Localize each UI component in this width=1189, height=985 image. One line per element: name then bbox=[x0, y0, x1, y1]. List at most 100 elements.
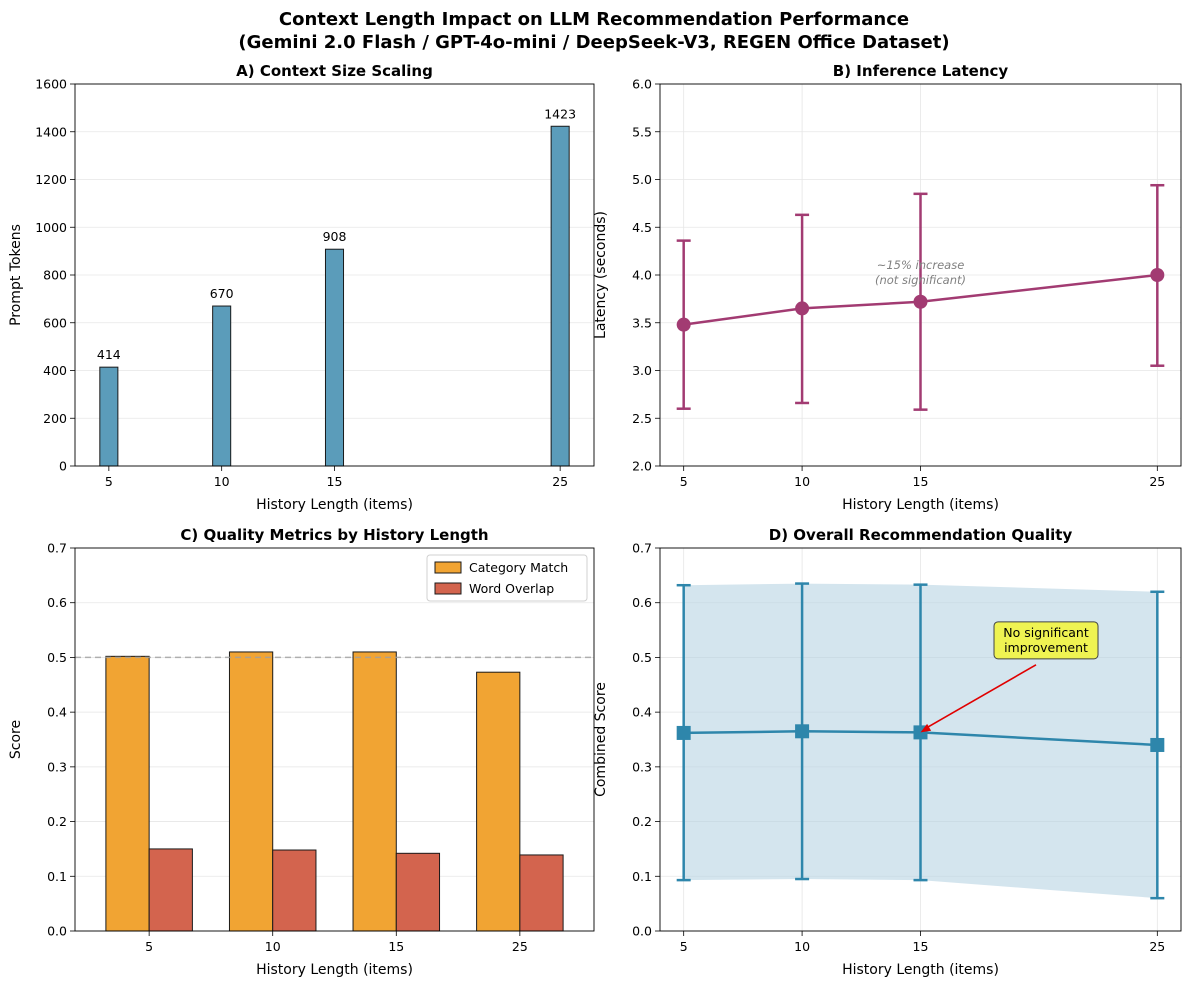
data-label: 414 bbox=[97, 347, 121, 362]
y-tick-label: 4.0 bbox=[632, 268, 652, 283]
panel-title: A) Context Size Scaling bbox=[236, 62, 433, 80]
bar bbox=[324, 248, 345, 467]
y-tick-label: 0.5 bbox=[47, 650, 67, 665]
legend-box bbox=[426, 554, 588, 602]
y-tick-label: 0.5 bbox=[632, 650, 652, 665]
x-tick-label: 10 bbox=[794, 939, 810, 954]
y-tick-label: 4.5 bbox=[632, 220, 652, 235]
y-tick-label: 5.0 bbox=[632, 172, 652, 187]
x-tick-label: 25 bbox=[1149, 474, 1165, 489]
legend-label: Word Overlap bbox=[469, 581, 554, 596]
legend-swatch bbox=[434, 582, 462, 595]
category-match-bar bbox=[228, 651, 274, 932]
combined-score-point bbox=[1150, 737, 1165, 752]
y-tick-label: 0.4 bbox=[47, 705, 67, 720]
x-tick-label: 15 bbox=[913, 474, 929, 489]
y-tick-label: 0.7 bbox=[632, 541, 652, 556]
x-tick-label: 25 bbox=[552, 474, 568, 489]
x-tick-label: 5 bbox=[105, 474, 113, 489]
figure-title-line2: (Gemini 2.0 Flash / GPT-4o-mini / DeepSe… bbox=[238, 32, 949, 53]
data-label: 1423 bbox=[544, 106, 576, 121]
x-tick-label: 15 bbox=[388, 939, 404, 954]
y-tick-label: 1600 bbox=[35, 77, 67, 92]
y-tick-label: 5.5 bbox=[632, 124, 652, 139]
panel-D: 0.0 0.1 0.2 0.3 0.4 0.5 0.6 0.7 No significantim… bbox=[593, 526, 1182, 978]
panel-C: 0.0 0.1 0.2 0.3 0.4 0.5 0.6 0.7 5 10 15 25 C) Qualit… bbox=[8, 526, 595, 978]
panel-title: C) Quality Metrics by History Length bbox=[180, 526, 488, 544]
category-match-bar bbox=[352, 651, 397, 932]
annotation-arrowhead bbox=[920, 723, 932, 733]
y-tick-label: 0 bbox=[59, 459, 67, 474]
annotation-line1: No significant bbox=[1003, 625, 1089, 640]
axes-frame bbox=[74, 83, 595, 467]
annotation-arrow bbox=[925, 664, 1037, 730]
x-tick-label: 5 bbox=[680, 939, 688, 954]
word-overlap-bar bbox=[148, 848, 193, 932]
panel-B: 2.0 2.5 3.0 3.5 4.0 4.5 5.0 5.5 6.0 ~15% increase… bbox=[593, 62, 1182, 513]
latency-point bbox=[913, 294, 928, 309]
x-tick-label: 15 bbox=[327, 474, 343, 489]
axes-frame bbox=[74, 547, 595, 932]
annotation-box bbox=[993, 621, 1099, 660]
data-label: 908 bbox=[323, 229, 347, 244]
y-tick-label: 0.6 bbox=[632, 595, 652, 610]
x-axis-label: History Length (items) bbox=[256, 497, 413, 513]
bar bbox=[550, 125, 570, 467]
annotation-line2: (not significant) bbox=[875, 273, 966, 287]
legend: Category Match Word Overlap bbox=[426, 554, 588, 602]
x-tick-label: 25 bbox=[1149, 939, 1165, 954]
y-axis-label: Score bbox=[8, 720, 24, 759]
y-tick-label: 400 bbox=[43, 363, 67, 378]
y-tick-label: 2.5 bbox=[632, 411, 652, 426]
x-tick-label: 5 bbox=[145, 939, 153, 954]
y-tick-label: 600 bbox=[43, 315, 67, 330]
latency-point bbox=[1150, 268, 1165, 282]
legend-label: Category Match bbox=[469, 560, 568, 575]
combined-score-line bbox=[683, 730, 1158, 747]
data-label: 670 bbox=[210, 286, 234, 301]
y-tick-label: 1000 bbox=[35, 220, 67, 235]
combined-score-point bbox=[795, 724, 810, 739]
y-tick-label: 0.0 bbox=[47, 924, 67, 939]
y-tick-label: 3.5 bbox=[632, 315, 652, 330]
y-tick-label: 0.7 bbox=[47, 541, 67, 556]
y-axis-label: Latency (seconds) bbox=[593, 211, 609, 339]
x-tick-label: 25 bbox=[512, 939, 528, 954]
word-overlap-bar bbox=[272, 849, 317, 932]
x-tick-label: 10 bbox=[214, 474, 230, 489]
panel-A: 0 200 400 600 800 1000 1200 1400 1600 414 670 908 14… bbox=[8, 62, 595, 513]
annotation-line1: ~15% increase bbox=[877, 258, 965, 272]
x-tick-label: 5 bbox=[680, 474, 688, 489]
panel-title: D) Overall Recommendation Quality bbox=[769, 526, 1073, 544]
y-tick-label: 0.4 bbox=[632, 705, 652, 720]
legend-swatch bbox=[434, 561, 462, 574]
y-tick-label: 6.0 bbox=[632, 77, 652, 92]
word-overlap-bar bbox=[395, 852, 441, 932]
annotation-line2: improvement bbox=[1004, 640, 1088, 655]
y-tick-label: 0.0 bbox=[632, 924, 652, 939]
latency-point bbox=[795, 301, 810, 316]
x-axis-label: History Length (items) bbox=[256, 962, 413, 978]
y-tick-label: 1400 bbox=[35, 124, 67, 139]
figure-title-line1: Context Length Impact on LLM Recommendat… bbox=[279, 9, 909, 30]
bar bbox=[99, 366, 119, 467]
latency-point bbox=[676, 317, 691, 332]
y-tick-label: 0.1 bbox=[47, 869, 67, 884]
y-tick-label: 0.3 bbox=[632, 759, 652, 774]
y-tick-label: 3.0 bbox=[632, 363, 652, 378]
x-axis-label: History Length (items) bbox=[842, 962, 999, 978]
y-tick-label: 0.2 bbox=[632, 814, 652, 829]
latency-line bbox=[683, 273, 1158, 326]
y-tick-label: 2.0 bbox=[632, 459, 652, 474]
y-axis-label: Combined Score bbox=[593, 682, 609, 797]
y-tick-label: 0.6 bbox=[47, 595, 67, 610]
category-match-bar bbox=[476, 671, 521, 932]
y-tick-label: 0.3 bbox=[47, 759, 67, 774]
axes-frame bbox=[659, 83, 1182, 467]
y-tick-label: 0.1 bbox=[632, 869, 652, 884]
combined-score-point bbox=[676, 725, 691, 740]
y-tick-label: 800 bbox=[43, 268, 67, 283]
x-tick-label: 10 bbox=[794, 474, 810, 489]
panels: 0 200 400 600 800 1000 1200 1400 1600 414 670 908 14… bbox=[8, 62, 1182, 978]
